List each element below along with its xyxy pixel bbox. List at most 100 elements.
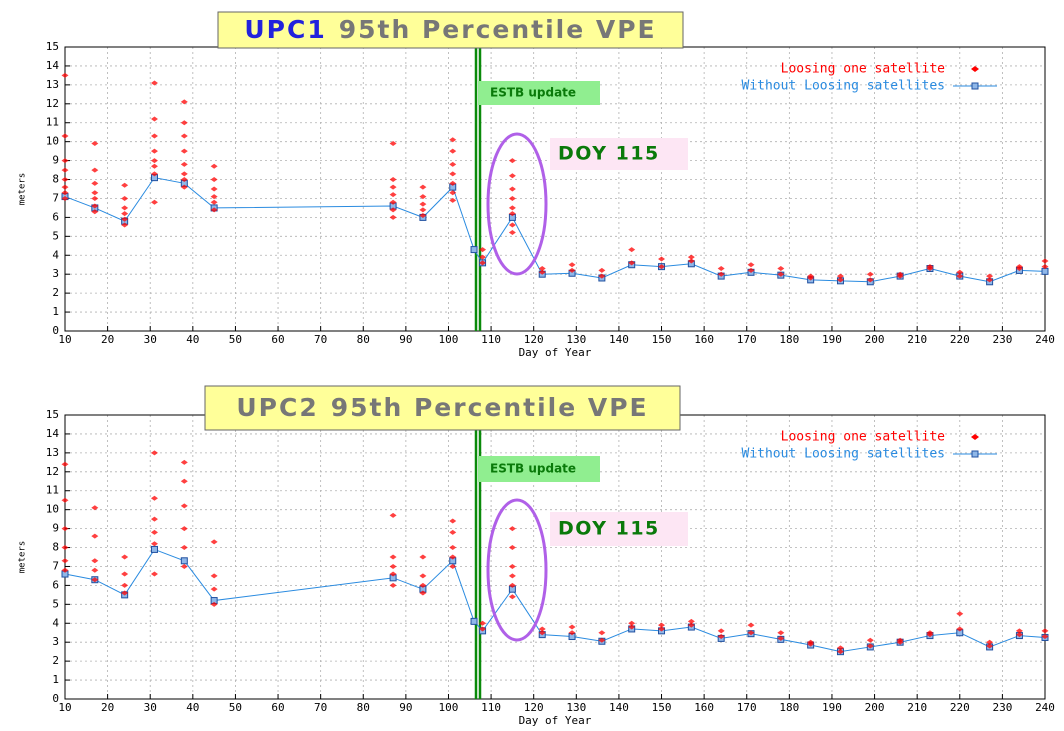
scatter-point <box>91 567 99 573</box>
scatter-point <box>568 262 576 268</box>
y-tick-label: 12 <box>46 97 59 110</box>
x-tick-label: 30 <box>144 701 157 714</box>
scatter-point <box>210 601 218 607</box>
x-tick-label: 90 <box>399 701 412 714</box>
scatter-point <box>538 269 546 275</box>
x-tick-label: 200 <box>865 333 885 346</box>
title-main: 95th Percentile VPE <box>339 15 657 44</box>
scatter-point <box>150 116 158 122</box>
scatter-point <box>896 273 904 279</box>
x-tick-label: 180 <box>779 333 799 346</box>
scatter-point <box>389 199 397 205</box>
scatter-point <box>866 637 874 643</box>
scatter-point <box>508 222 516 228</box>
x-tick-label: 50 <box>229 701 242 714</box>
scatter-point <box>210 207 218 213</box>
y-tick-label: 10 <box>46 135 59 148</box>
scatter-point <box>538 626 546 632</box>
x-tick-label: 220 <box>950 333 970 346</box>
scatter-point <box>866 277 874 283</box>
scatter-point <box>628 260 636 266</box>
y-tick-label: 0 <box>52 692 59 705</box>
legend-label: Without Loosing satellites <box>742 447 946 462</box>
x-tick-label: 160 <box>694 333 714 346</box>
scatter-point <box>419 554 427 560</box>
scatter-point <box>150 516 158 522</box>
scatter-point <box>180 526 188 532</box>
scatter-point <box>449 137 457 143</box>
x-tick-label: 230 <box>992 333 1012 346</box>
x-tick-label: 170 <box>737 333 757 346</box>
line <box>64 177 1046 283</box>
scatter-point <box>687 618 695 624</box>
scatter-point <box>61 133 69 139</box>
scatter-point <box>896 639 904 645</box>
scatter-point <box>1041 264 1049 270</box>
x-tick-label: 230 <box>992 701 1012 714</box>
scatter-point <box>91 167 99 173</box>
scatter-point <box>419 582 427 588</box>
scatter-point <box>150 529 158 535</box>
scatter-point <box>628 624 636 630</box>
scatter-point <box>121 222 129 228</box>
scatter-point <box>687 254 695 260</box>
x-tick-label: 190 <box>822 333 842 346</box>
scatter-point <box>508 573 516 579</box>
y-tick-label: 8 <box>52 541 59 554</box>
scatter-point <box>866 643 874 649</box>
scatter-point <box>180 459 188 465</box>
scatter-point <box>91 141 99 147</box>
x-tick-label: 150 <box>652 333 672 346</box>
annotation-box <box>478 81 600 105</box>
annotation-text: ESTB update <box>490 86 576 100</box>
x-tick-label: 100 <box>439 701 459 714</box>
y-tick-label: 2 <box>52 286 59 299</box>
y-tick-label: 3 <box>52 635 59 648</box>
scatter-point <box>568 630 576 636</box>
x-tick-label: 120 <box>524 333 544 346</box>
scatter-point <box>986 639 994 645</box>
y-tick-label: 14 <box>46 59 60 72</box>
x-tick-label: 20 <box>101 333 114 346</box>
y-tick-label: 3 <box>52 267 59 280</box>
scatter-point <box>61 545 69 551</box>
line-marker <box>1041 267 1049 275</box>
scatter-point <box>1041 634 1049 640</box>
scatter-point <box>598 267 606 273</box>
scatter-point <box>598 637 606 643</box>
annotation-text: DOY 115 <box>558 518 660 540</box>
y-tick-label: 9 <box>52 154 59 167</box>
title-box <box>217 11 684 49</box>
scatter-point <box>687 258 695 264</box>
scatter-point <box>449 563 457 569</box>
scatter-point <box>747 262 755 268</box>
y-tick-label: 5 <box>52 597 59 610</box>
highlight-ellipse <box>486 498 548 642</box>
scatter-point <box>598 630 606 636</box>
scatter-point <box>926 632 934 638</box>
y-tick-label: 7 <box>52 559 59 572</box>
x-tick-label: 10 <box>58 333 71 346</box>
y-tick-label: 10 <box>46 503 59 516</box>
scatter-point <box>508 211 516 217</box>
scatter-point <box>777 635 785 641</box>
scatter-point <box>807 641 815 647</box>
chart-title: UPC2 95th Percentile VPE <box>236 393 648 422</box>
scatter-point <box>91 505 99 511</box>
x-tick-label: 200 <box>865 701 885 714</box>
x-tick-label: 190 <box>822 701 842 714</box>
scatter-point <box>479 254 487 260</box>
x-tick-label: 30 <box>144 333 157 346</box>
x-tick-label: 100 <box>439 333 459 346</box>
y-tick-label: 1 <box>52 305 59 318</box>
scatter-point <box>449 190 457 196</box>
y-tick-label: 13 <box>46 78 59 91</box>
scatter-point <box>180 478 188 484</box>
scatter-point <box>419 213 427 219</box>
legend-label: Loosing one satellite <box>781 430 946 445</box>
x-tick-label: 240 <box>1035 701 1055 714</box>
scatter-point <box>150 571 158 577</box>
line-marker <box>180 557 188 565</box>
scatter-point <box>121 554 129 560</box>
